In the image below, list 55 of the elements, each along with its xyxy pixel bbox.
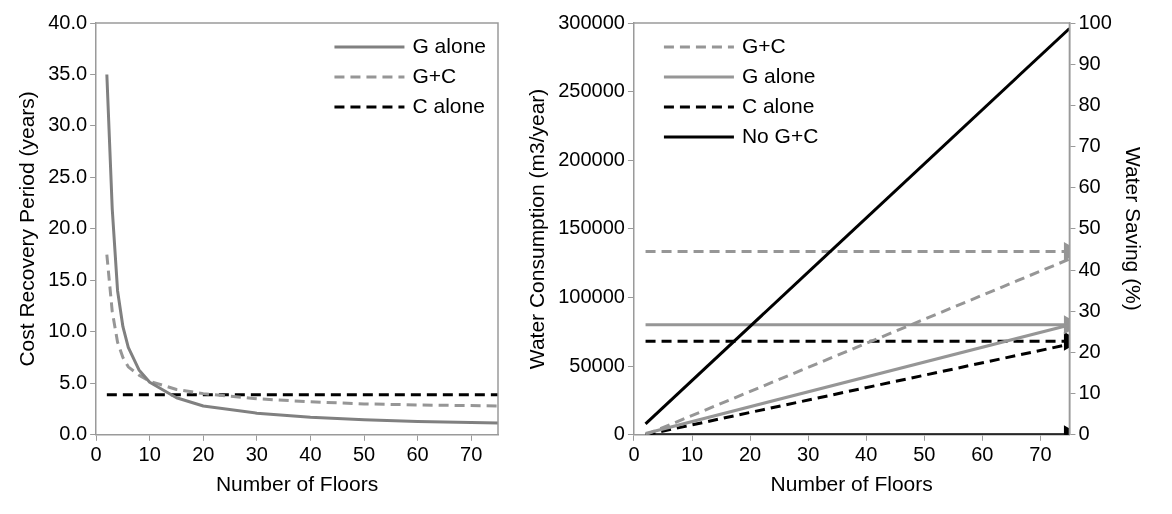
y2-axis-title: Water Saving (%) <box>1121 147 1145 311</box>
x-tick-label: 10 <box>138 443 161 466</box>
x-tick-label: 20 <box>192 443 215 466</box>
y2-tick-label: 40 <box>1078 257 1101 280</box>
y-tick-label: 10.0 <box>48 319 88 342</box>
x-tick-label: 50 <box>913 443 936 466</box>
y-tick-label: 35.0 <box>48 61 88 84</box>
y-tick-label: 200000 <box>558 147 625 170</box>
x-tick-label: 70 <box>1029 443 1052 466</box>
y2-tick-label: 50 <box>1078 216 1101 239</box>
y2-tick-label: 30 <box>1078 298 1101 321</box>
x-axis-title: Number of Floors <box>215 472 379 496</box>
y-tick-label: 30.0 <box>48 113 88 136</box>
y2-tick-label: 20 <box>1078 339 1101 362</box>
legend-label: G+C <box>412 63 457 87</box>
x-tick-label: 30 <box>245 443 268 466</box>
y-tick-label: 250000 <box>558 79 625 102</box>
y2-tick-label: 10 <box>1078 381 1101 404</box>
y-tick-label: 150000 <box>558 216 625 239</box>
y-tick-label: 0.0 <box>59 422 88 445</box>
x-tick-label: 40 <box>855 443 878 466</box>
x-tick-label: 60 <box>971 443 994 466</box>
y2-tick-label: 60 <box>1078 175 1101 198</box>
y2-tick-label: 0 <box>1078 422 1090 445</box>
y-axis-title: Water Consumption (m3/year) <box>525 88 549 370</box>
legend-label: C alone <box>412 93 485 117</box>
x-tick-label: 40 <box>299 443 322 466</box>
y2-tick-label: 90 <box>1078 51 1101 74</box>
y-axis-title: Cost Recovery Period (years) <box>15 91 39 367</box>
legend-label: G alone <box>741 63 816 87</box>
x-tick-label: 50 <box>352 443 376 466</box>
y2-tick-label: 100 <box>1078 10 1112 33</box>
y-tick-label: 20.0 <box>48 216 88 239</box>
x-tick-label: 20 <box>738 443 762 466</box>
y-tick-label: 40.0 <box>48 10 88 33</box>
y-tick-label: 25.0 <box>48 164 88 187</box>
y2-tick-label: 80 <box>1078 92 1101 115</box>
y-tick-label: 15.0 <box>48 267 88 290</box>
y-tick-label: 0 <box>613 422 625 445</box>
y-tick-label: 300000 <box>558 10 625 33</box>
x-tick-label: 0 <box>90 443 102 466</box>
x-axis-title: Number of Floors <box>770 472 933 496</box>
x-tick-label: 60 <box>406 443 429 466</box>
x-tick-label: 10 <box>680 443 704 466</box>
legend-label: No G+C <box>741 123 819 147</box>
legend-label: G+C <box>741 33 786 57</box>
y-tick-label: 100000 <box>558 285 625 308</box>
x-tick-label: 30 <box>797 443 820 466</box>
y-tick-label: 50000 <box>569 353 625 376</box>
legend-label: G alone <box>412 33 487 57</box>
y-tick-label: 5.0 <box>59 370 88 393</box>
legend-label: C alone <box>741 93 815 117</box>
y2-tick-label: 70 <box>1078 134 1101 157</box>
x-tick-label: 0 <box>628 443 640 466</box>
x-tick-label: 70 <box>460 443 483 466</box>
